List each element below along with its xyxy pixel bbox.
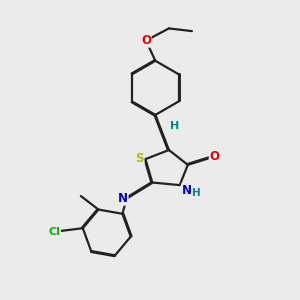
Text: O: O (141, 34, 151, 47)
Text: O: O (209, 150, 219, 163)
Text: N: N (118, 192, 128, 205)
Text: H: H (170, 121, 179, 131)
Text: N: N (182, 184, 191, 197)
Text: Cl: Cl (49, 227, 60, 237)
Text: H: H (192, 188, 201, 198)
Text: S: S (136, 152, 144, 165)
